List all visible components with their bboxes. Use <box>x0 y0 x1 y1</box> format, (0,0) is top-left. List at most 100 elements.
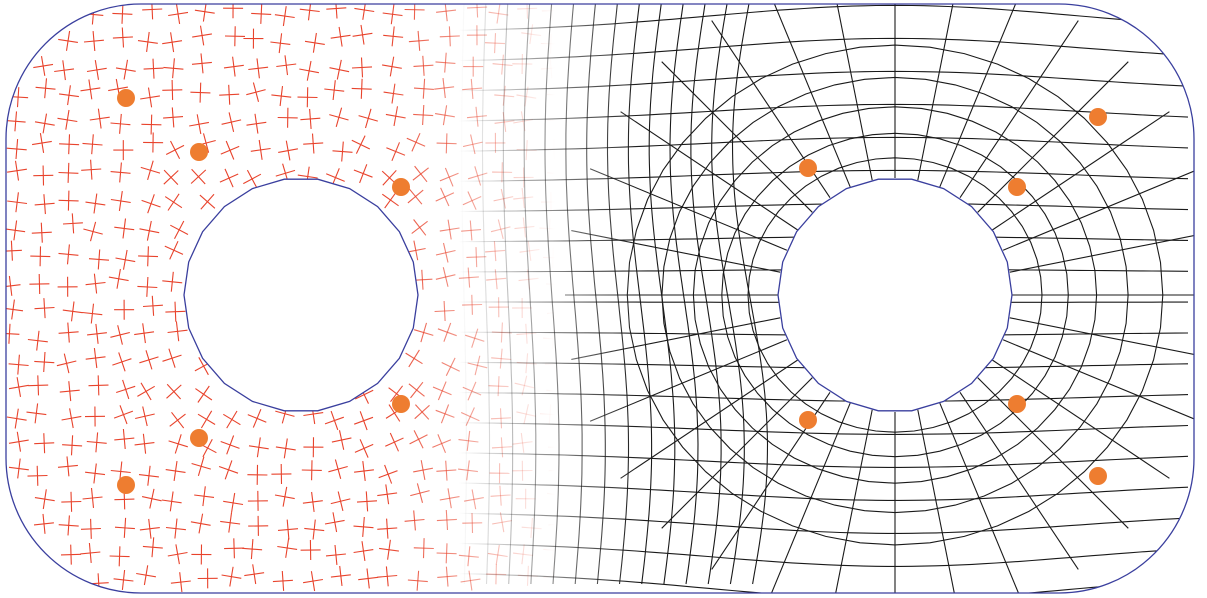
cross-field-stroke <box>116 268 121 289</box>
cross-field-stroke <box>471 489 477 510</box>
mesh-spoke-line <box>939 4 1022 188</box>
cross-field-stroke <box>499 512 505 533</box>
mesh-spoke-line <box>959 20 1079 199</box>
cross-field-stroke <box>65 109 70 130</box>
cross-field-stroke <box>173 461 178 481</box>
cross-field-stroke <box>522 217 527 238</box>
cross-field-stroke <box>170 32 175 53</box>
cross-field-stroke <box>225 140 235 160</box>
cross-field-stroke <box>389 432 400 452</box>
cross-field-stroke <box>442 242 449 263</box>
cross-field-stroke <box>475 106 479 127</box>
cross-field-stroke <box>583 545 588 566</box>
cross-field-stroke <box>421 269 424 290</box>
cross-field-stroke <box>200 193 215 210</box>
cross-field-stroke <box>602 29 608 50</box>
cross-field-stroke <box>607 320 610 342</box>
cross-field-stroke <box>466 430 471 451</box>
mesh-row-line <box>419 572 1189 593</box>
cross-field-stroke <box>413 430 424 449</box>
cross-field-stroke <box>362 4 367 20</box>
cross-field-stroke <box>142 406 148 427</box>
cross-field-stroke <box>67 162 70 183</box>
cross-field-singularity <box>117 476 135 494</box>
cross-field-stroke <box>170 271 174 292</box>
cross-field-stroke <box>549 58 553 79</box>
cross-field-stroke <box>554 354 556 375</box>
cross-field-stroke <box>246 169 258 189</box>
cross-field-stroke <box>602 58 606 79</box>
mesh-spoke-line <box>959 391 1079 570</box>
cross-field-stroke <box>555 274 558 295</box>
cross-field-stroke <box>254 113 259 134</box>
cross-field-stroke <box>555 110 559 131</box>
cross-field-stroke <box>386 518 389 539</box>
mesh-column-line <box>586 4 606 585</box>
cross-field-stroke <box>163 170 179 185</box>
cross-field-stroke <box>119 113 122 134</box>
cross-field-stroke <box>286 519 290 540</box>
cross-field-stroke <box>169 240 179 260</box>
cross-field-stroke <box>388 404 401 422</box>
cross-field-stroke <box>228 112 235 133</box>
cross-field-stroke <box>224 168 234 188</box>
mesh-column-line <box>731 4 769 585</box>
cross-field-stroke <box>13 220 18 241</box>
cross-field-stroke <box>252 564 257 585</box>
cross-field-stroke <box>97 573 100 593</box>
cross-field-stroke <box>467 381 477 401</box>
cross-field-stroke <box>391 83 396 104</box>
mesh-row-line <box>419 103 1189 122</box>
left-hole-boundary <box>183 178 419 412</box>
cross-field-stroke <box>530 517 533 538</box>
cross-field-stroke <box>196 114 202 135</box>
mesh-row-line <box>420 268 1189 273</box>
cross-field-stroke <box>168 348 176 368</box>
cross-field-stroke <box>250 539 254 560</box>
cross-field-stroke <box>256 58 260 79</box>
cross-field-singularity <box>117 89 135 107</box>
cross-field-stroke <box>282 486 288 507</box>
cross-field-stroke <box>67 85 71 106</box>
cross-field-stroke <box>226 435 235 455</box>
mesh-spoke-line <box>977 61 1129 213</box>
cross-field-stroke <box>581 26 585 47</box>
cross-field-stroke <box>467 191 477 210</box>
cross-field-stroke <box>393 106 399 127</box>
cross-field-stroke <box>579 299 582 320</box>
cross-field-stroke <box>338 26 343 47</box>
cross-field-stroke <box>548 404 552 425</box>
cross-field-stroke <box>70 301 75 322</box>
cross-field-stroke <box>417 30 421 51</box>
mesh-column-line <box>523 4 537 585</box>
cross-field-stroke <box>63 353 70 374</box>
mesh-row-line <box>419 391 1189 402</box>
cross-field-stroke <box>147 246 149 267</box>
cross-field-stroke <box>413 510 416 531</box>
cross-field-stroke <box>445 357 456 377</box>
cross-field-stroke <box>226 410 238 429</box>
cross-field-stroke <box>603 379 606 400</box>
cross-field-stroke <box>548 218 551 239</box>
cross-field-stroke <box>36 330 40 351</box>
cross-field-stroke <box>578 4 581 23</box>
cross-field-stroke <box>384 191 397 209</box>
mesh-spoke-line <box>1009 317 1194 360</box>
cross-field-stroke <box>607 491 612 512</box>
cross-field-stroke <box>336 59 342 80</box>
cross-field-stroke <box>67 322 70 343</box>
cross-field-stroke <box>611 519 615 540</box>
mesh-spoke-line <box>768 402 851 593</box>
cross-field-stroke <box>365 491 369 512</box>
cross-field-stroke <box>117 325 123 345</box>
cross-field-stroke <box>360 57 364 78</box>
cross-field-stroke <box>470 78 474 99</box>
cross-field-stroke <box>285 538 290 558</box>
cross-field-stroke <box>169 491 174 512</box>
cross-field-stroke <box>551 540 555 561</box>
cross-field-stroke <box>355 135 366 154</box>
cross-field-stroke <box>174 518 178 539</box>
cross-field-stroke <box>604 159 606 180</box>
cross-field-stroke <box>142 433 147 454</box>
